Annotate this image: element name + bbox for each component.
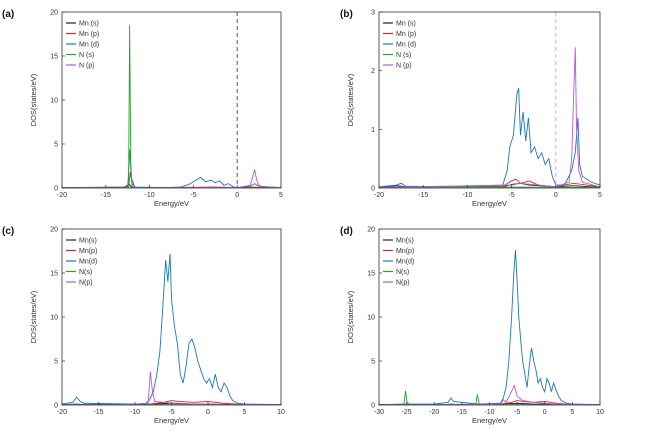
x-axis-label: Energy/eV <box>472 199 507 208</box>
x-tick-label: -15 <box>457 409 467 416</box>
series-line-n-p <box>62 371 281 405</box>
x-tick-label: -20 <box>57 192 67 199</box>
axes-frame <box>61 228 282 406</box>
legend-entry: Mn (d) <box>396 42 416 49</box>
legend-entry: Mn(s) <box>396 238 414 245</box>
chart-panel-4: -30 -25 -20 -15 -10 -5 0 5 10 0 5 10 15 20 Energy/eV DO… <box>340 226 604 425</box>
x-tick-label: -30 <box>374 409 384 416</box>
x-tick-label: 5 <box>243 409 247 416</box>
series-line-mn-d <box>379 250 600 405</box>
x-tick-label: 0 <box>543 409 547 416</box>
legend-entry: Mn (p) <box>79 31 99 38</box>
series-line-n-p <box>62 169 281 188</box>
y-tick-label: 15 <box>50 54 58 61</box>
x-tick-label: -15 <box>93 409 103 416</box>
y-tick-label: 5 <box>371 359 375 366</box>
x-tick-label: -10 <box>145 192 155 199</box>
panel-label: (d) <box>340 226 353 237</box>
x-tick-label: -15 <box>101 192 111 199</box>
panel-label: (a) <box>2 9 14 20</box>
legend-entry: Mn (s) <box>396 21 416 28</box>
x-tick-label: -20 <box>374 192 384 199</box>
legend-entry: Mn(s) <box>79 238 97 245</box>
y-axis-label: DOS(states/eV) <box>346 73 355 126</box>
axes-frame <box>378 11 601 189</box>
y-tick-label: 20 <box>50 10 58 17</box>
legend-entry: Mn(p) <box>396 248 414 255</box>
panel-label: (c) <box>2 226 14 237</box>
x-tick-label: 0 <box>554 192 558 199</box>
x-tick-label: -15 <box>418 192 428 199</box>
y-tick-label: 10 <box>50 98 58 105</box>
y-tick-label: 20 <box>367 227 375 234</box>
x-axis-label: Energy/eV <box>154 416 189 425</box>
legend-entry: Mn(d) <box>79 259 97 266</box>
legend-entry: Mn(d) <box>396 259 414 266</box>
legend-entry: N (s) <box>79 52 94 59</box>
series-line-n-p <box>379 384 600 405</box>
x-tick-label: -10 <box>462 192 472 199</box>
y-tick-label: 2 <box>371 68 375 75</box>
panel-label: (b) <box>340 9 353 20</box>
x-tick-label: 5 <box>570 409 574 416</box>
legend-entry: Mn (s) <box>79 21 99 28</box>
x-tick-label: -20 <box>57 409 67 416</box>
chart-panel-3: -20 -15 -10 -5 0 5 10 0 5 10 15 20 Energy/eV DOS(stat… <box>2 226 285 425</box>
x-tick-label: 10 <box>596 409 604 416</box>
x-tick-label: 5 <box>598 192 602 199</box>
legend-entry: N (s) <box>396 52 411 59</box>
y-tick-label: 1 <box>371 127 375 134</box>
x-tick-label: 5 <box>279 192 283 199</box>
legend-entry: N(p) <box>396 280 410 287</box>
axes-frame <box>61 11 282 189</box>
x-tick-label: -20 <box>429 409 439 416</box>
y-axis-label: DOS(states/eV) <box>346 290 355 343</box>
x-tick-label: 0 <box>235 192 239 199</box>
series-line-mn-d <box>62 149 281 188</box>
y-tick-label: 5 <box>54 142 58 149</box>
y-tick-label: 10 <box>50 315 58 322</box>
series-line-n-s <box>62 25 281 188</box>
axes-frame <box>378 228 601 406</box>
legend-entry: N (p) <box>396 63 412 70</box>
legend-entry: Mn(p) <box>79 248 97 255</box>
y-axis-label: DOS(states/eV) <box>29 290 38 343</box>
legend-entry: N(p) <box>79 280 93 287</box>
y-tick-label: 3 <box>371 10 375 17</box>
y-tick-label: 5 <box>54 359 58 366</box>
chart-panel-1: -20 -15 -10 -5 0 5 0 5 10 15 20 Energy/eV DOS(states… <box>2 9 283 208</box>
x-tick-label: -10 <box>130 409 140 416</box>
x-tick-label: -10 <box>484 409 494 416</box>
legend-entry: Mn (d) <box>79 42 99 49</box>
y-tick-label: 0 <box>54 403 58 410</box>
series-line-mn-p <box>62 400 281 405</box>
y-axis-label: DOS(states/eV) <box>29 73 38 126</box>
x-tick-label: -5 <box>514 409 520 416</box>
x-axis-label: Energy/eV <box>154 199 189 208</box>
legend-entry: N(s) <box>79 269 92 276</box>
legend-entry: N (p) <box>79 63 95 70</box>
y-tick-label: 0 <box>54 186 58 193</box>
series-line-mn-d <box>62 253 281 405</box>
x-axis-label: Energy/eV <box>472 416 507 425</box>
y-tick-label: 15 <box>50 271 58 278</box>
x-tick-label: 10 <box>277 409 285 416</box>
x-tick-label: -5 <box>168 409 174 416</box>
series-line-n-p <box>379 47 600 188</box>
y-tick-label: 10 <box>367 315 375 322</box>
legend-entry: N(s) <box>396 269 409 276</box>
x-tick-label: -25 <box>402 409 412 416</box>
legend-entry: Mn (p) <box>396 31 416 38</box>
y-tick-label: 0 <box>371 403 375 410</box>
y-tick-label: 20 <box>50 227 58 234</box>
x-tick-label: -5 <box>508 192 514 199</box>
x-tick-label: 0 <box>206 409 210 416</box>
series-line-mn-d <box>379 88 600 188</box>
chart-panel-2: -20 -15 -10 -5 0 5 0 1 2 3 Energy/eV DOS(states/eV)… <box>340 9 602 208</box>
x-tick-label: -5 <box>190 192 196 199</box>
y-tick-label: 0 <box>371 186 375 193</box>
y-tick-label: 15 <box>367 271 375 278</box>
